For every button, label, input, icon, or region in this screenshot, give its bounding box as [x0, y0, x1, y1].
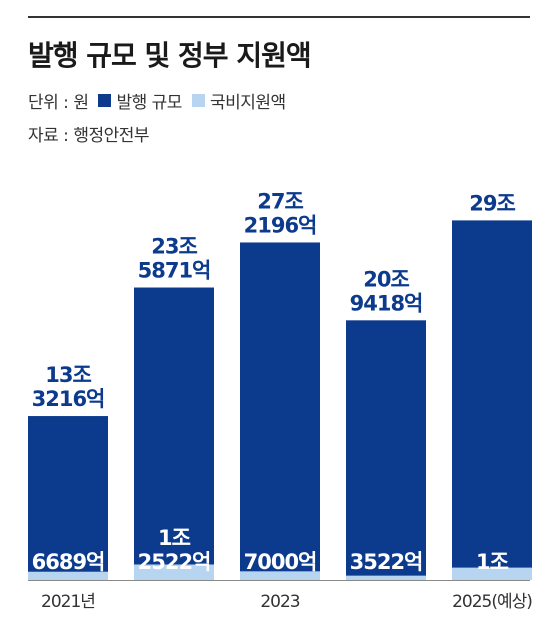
value-label-issuance-0: 3216억	[32, 387, 105, 411]
x-tick-label-4: 2025(예상)	[452, 592, 532, 612]
value-label-subsidy-1: 1조	[158, 526, 191, 550]
legend: 단위 : 원 발행 규모 국비지원액	[28, 88, 286, 113]
source-note: 자료 : 행정안전부	[28, 126, 150, 146]
bar-issuance-4	[452, 220, 532, 580]
x-tick-label-2: 2023	[260, 592, 299, 612]
bar-issuance-3	[346, 320, 426, 580]
bar-subsidy-2	[240, 571, 320, 580]
value-label-issuance-1: 23조	[151, 235, 197, 259]
bar-subsidy-4	[452, 567, 532, 580]
bar-subsidy-1	[134, 564, 214, 580]
bar-subsidy-0	[28, 571, 108, 580]
top-rule	[28, 16, 530, 18]
value-label-issuance-1: 5871억	[138, 259, 211, 283]
bar-issuance-2	[240, 242, 320, 580]
value-label-issuance-3: 9418억	[350, 291, 423, 315]
value-label-issuance-0: 13조	[45, 363, 91, 387]
value-label-issuance-2: 27조	[257, 189, 303, 213]
value-label-subsidy-4: 1조	[476, 550, 509, 574]
value-label-issuance-4: 29조	[469, 191, 515, 215]
bar-subsidy-3	[346, 575, 426, 580]
x-tick-label-0: 2021년	[41, 592, 95, 612]
legend-swatch-issuance	[98, 94, 112, 107]
legend-swatch-subsidy	[191, 94, 205, 107]
bar-issuance-0	[28, 416, 108, 580]
legend-label-subsidy: 국비지원액	[209, 93, 286, 113]
value-label-issuance-3: 20조	[363, 267, 409, 291]
value-label-issuance-2: 2196억	[244, 213, 317, 237]
chart-title: 발행 규모 및 정부 지원액	[28, 39, 312, 72]
value-label-subsidy-3: 3522억	[350, 550, 423, 574]
value-label-subsidy-0: 6689억	[32, 550, 105, 574]
legend-label-issuance: 발행 규모	[116, 93, 182, 113]
unit-label: 단위 : 원	[28, 93, 89, 113]
value-label-subsidy-2: 7000억	[244, 550, 317, 574]
bar-issuance-1	[134, 287, 214, 580]
value-label-subsidy-1: 2522억	[138, 550, 211, 574]
